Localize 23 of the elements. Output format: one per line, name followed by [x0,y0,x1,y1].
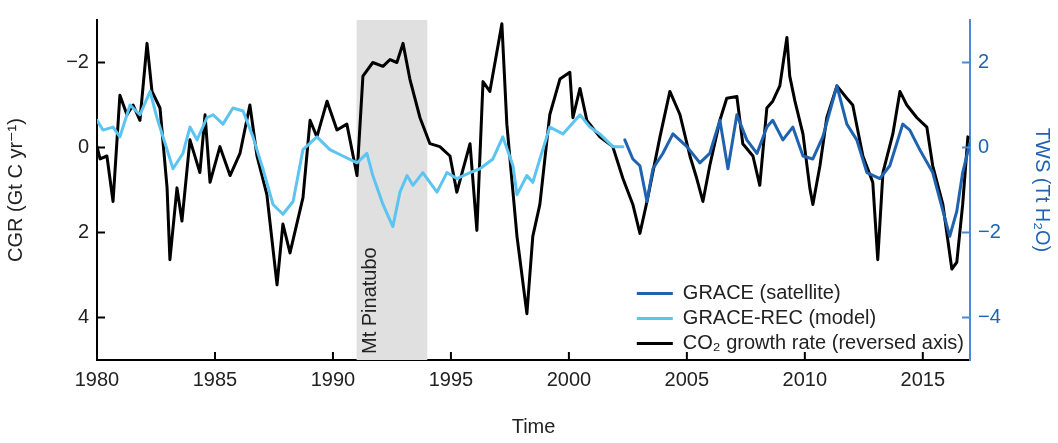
band-label: Mt Pinatubo [358,247,381,354]
y-tick-label: 2 [77,220,89,243]
y-axis-title: CGR (Gt C yr⁻¹) [3,118,26,262]
x-tick-label: 2015 [900,367,946,390]
y2-tick-label: −2 [978,220,1001,243]
y-tick-label: 4 [77,305,89,328]
legend-label: GRACE-REC (model) [682,306,877,329]
y2-axis-title: TWS (Tt H₂O) [1032,127,1055,253]
y-tick-label: −2 [66,50,89,73]
x-tick-label: 2010 [782,367,828,390]
x-tick-label: 2005 [664,367,710,390]
legend-label: GRACE (satellite) [682,281,841,304]
y-tick-label: 0 [77,135,89,158]
y2-tick-label: −4 [978,305,1001,328]
x-tick-label: 2000 [546,367,592,390]
y2-tick-label: 2 [978,50,990,73]
x-tick-label: 1990 [310,367,356,390]
x-tick-label: 1985 [192,367,238,390]
x-axis-title: Time [511,414,556,437]
legend-label: CO₂ growth rate (reversed axis) [682,331,965,354]
x-tick-label: 1995 [428,367,474,390]
y2-tick-label: 0 [978,135,990,158]
x-tick-label: 1980 [74,367,120,390]
